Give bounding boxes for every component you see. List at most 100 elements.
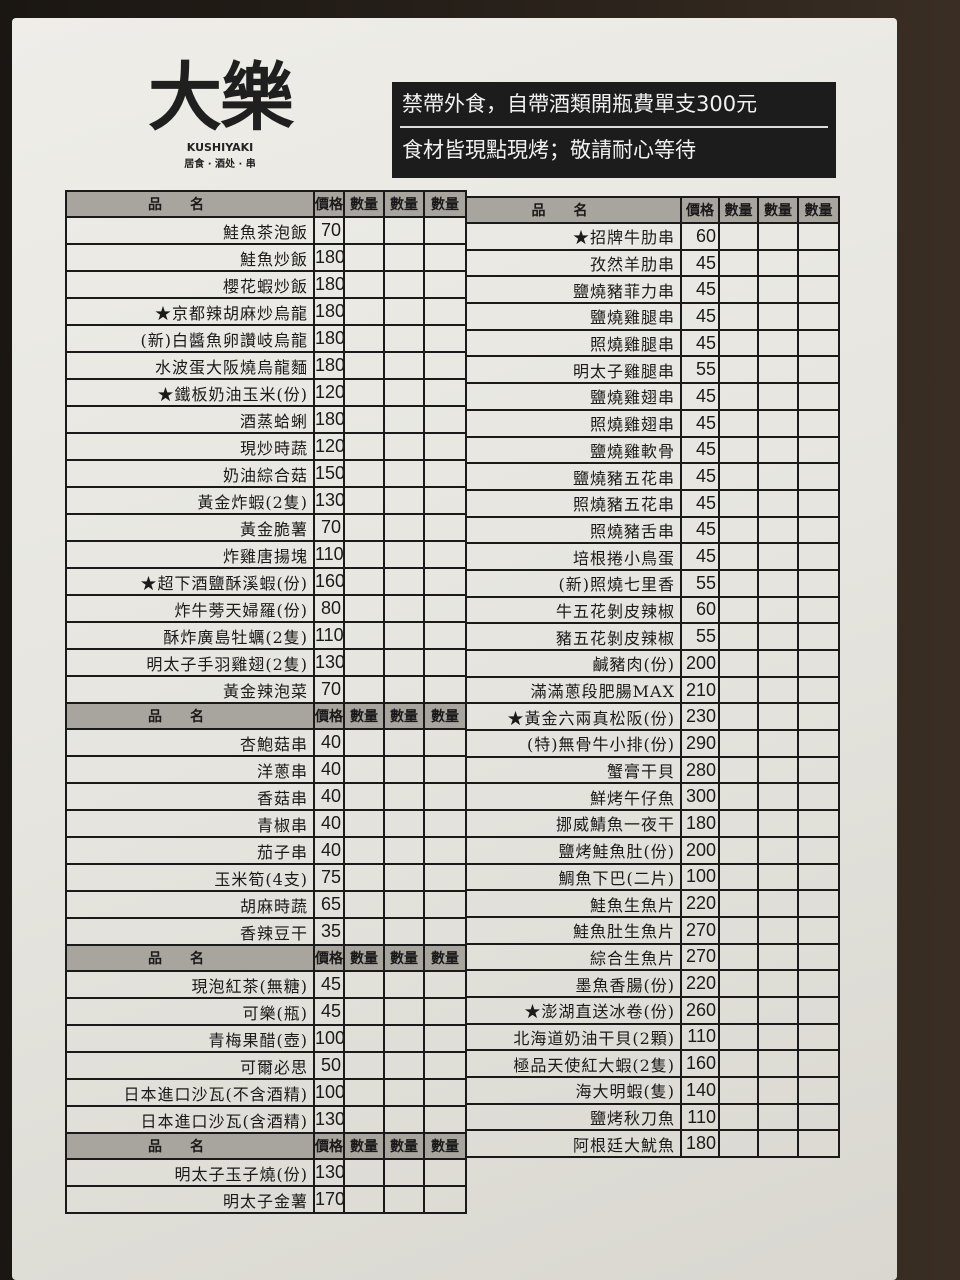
quantity-cell[interactable] [343,486,385,515]
quantity-cell[interactable] [718,302,759,331]
quantity-cell[interactable] [383,1185,425,1214]
quantity-cell[interactable] [718,1076,759,1105]
quantity-cell[interactable] [383,675,425,704]
quantity-cell[interactable] [383,728,425,757]
quantity-cell[interactable] [718,275,759,305]
quantity-cell[interactable] [797,515,840,545]
quantity-cell[interactable] [718,675,759,705]
quantity-cell[interactable] [718,408,759,438]
quantity-cell[interactable] [797,302,840,331]
quantity-cell[interactable] [383,917,425,946]
quantity-cell[interactable] [383,997,425,1026]
quantity-cell[interactable] [797,1102,840,1132]
quantity-cell[interactable] [718,702,759,732]
quantity-cell[interactable] [383,216,425,245]
quantity-cell[interactable] [757,515,799,545]
quantity-cell[interactable] [718,328,759,358]
quantity-cell[interactable] [343,970,385,999]
quantity-cell[interactable] [797,1049,840,1078]
quantity-cell[interactable] [797,835,840,865]
quantity-cell[interactable] [383,378,425,407]
quantity-cell[interactable] [423,1078,467,1107]
quantity-cell[interactable] [797,995,840,1025]
quantity-cell[interactable] [423,997,467,1026]
quantity-cell[interactable] [383,324,425,353]
quantity-cell[interactable] [718,782,759,812]
quantity-cell[interactable] [757,675,799,705]
quantity-cell[interactable] [383,1078,425,1107]
quantity-cell[interactable] [343,513,385,542]
quantity-cell[interactable] [718,835,759,865]
quantity-cell[interactable] [757,862,799,892]
quantity-cell[interactable] [797,435,840,465]
quantity-cell[interactable] [718,222,759,251]
quantity-cell[interactable] [423,378,467,407]
quantity-cell[interactable] [343,351,385,380]
quantity-cell[interactable] [718,248,759,278]
quantity-cell[interactable] [383,594,425,623]
quantity-cell[interactable] [343,567,385,596]
quantity-cell[interactable] [797,355,840,385]
quantity-cell[interactable] [423,243,467,272]
quantity-cell[interactable] [797,862,840,892]
quantity-cell[interactable] [718,1129,759,1159]
quantity-cell[interactable] [383,1051,425,1080]
quantity-cell[interactable] [343,297,385,326]
quantity-cell[interactable] [343,863,385,892]
quantity-cell[interactable] [757,382,799,411]
quantity-cell[interactable] [383,270,425,299]
quantity-cell[interactable] [718,729,759,758]
quantity-cell[interactable] [718,862,759,892]
quantity-cell[interactable] [343,594,385,623]
quantity-cell[interactable] [718,809,759,838]
quantity-cell[interactable] [718,435,759,465]
quantity-cell[interactable] [383,243,425,272]
quantity-cell[interactable] [797,889,840,918]
quantity-cell[interactable] [757,248,799,278]
quantity-cell[interactable] [757,1022,799,1052]
quantity-cell[interactable] [423,486,467,515]
quantity-cell[interactable] [343,782,385,811]
quantity-cell[interactable] [757,595,799,625]
quantity-cell[interactable] [343,890,385,919]
quantity-cell[interactable] [383,567,425,596]
quantity-cell[interactable] [423,540,467,569]
quantity-cell[interactable] [423,567,467,596]
quantity-cell[interactable] [718,1022,759,1052]
quantity-cell[interactable] [757,1102,799,1132]
quantity-cell[interactable] [757,355,799,385]
quantity-cell[interactable] [343,405,385,434]
quantity-cell[interactable] [718,1049,759,1078]
quantity-cell[interactable] [343,1105,385,1134]
quantity-cell[interactable] [718,995,759,1025]
quantity-cell[interactable] [797,969,840,998]
quantity-cell[interactable] [423,890,467,919]
quantity-cell[interactable] [757,328,799,358]
quantity-cell[interactable] [423,594,467,623]
quantity-cell[interactable] [383,1105,425,1134]
quantity-cell[interactable] [757,275,799,305]
quantity-cell[interactable] [718,942,759,972]
quantity-cell[interactable] [423,917,467,946]
quantity-cell[interactable] [718,622,759,651]
quantity-cell[interactable] [797,755,840,785]
quantity-cell[interactable] [797,675,840,705]
quantity-cell[interactable] [797,488,840,518]
quantity-cell[interactable] [383,782,425,811]
quantity-cell[interactable] [757,915,799,945]
quantity-cell[interactable] [718,969,759,998]
quantity-cell[interactable] [343,917,385,946]
quantity-cell[interactable] [797,328,840,358]
quantity-cell[interactable] [343,1078,385,1107]
quantity-cell[interactable] [423,755,467,784]
quantity-cell[interactable] [718,488,759,518]
quantity-cell[interactable] [343,378,385,407]
quantity-cell[interactable] [343,648,385,677]
quantity-cell[interactable] [383,863,425,892]
quantity-cell[interactable] [797,542,840,571]
quantity-cell[interactable] [423,863,467,892]
quantity-cell[interactable] [797,622,840,651]
quantity-cell[interactable] [423,297,467,326]
quantity-cell[interactable] [718,462,759,491]
quantity-cell[interactable] [423,1105,467,1134]
